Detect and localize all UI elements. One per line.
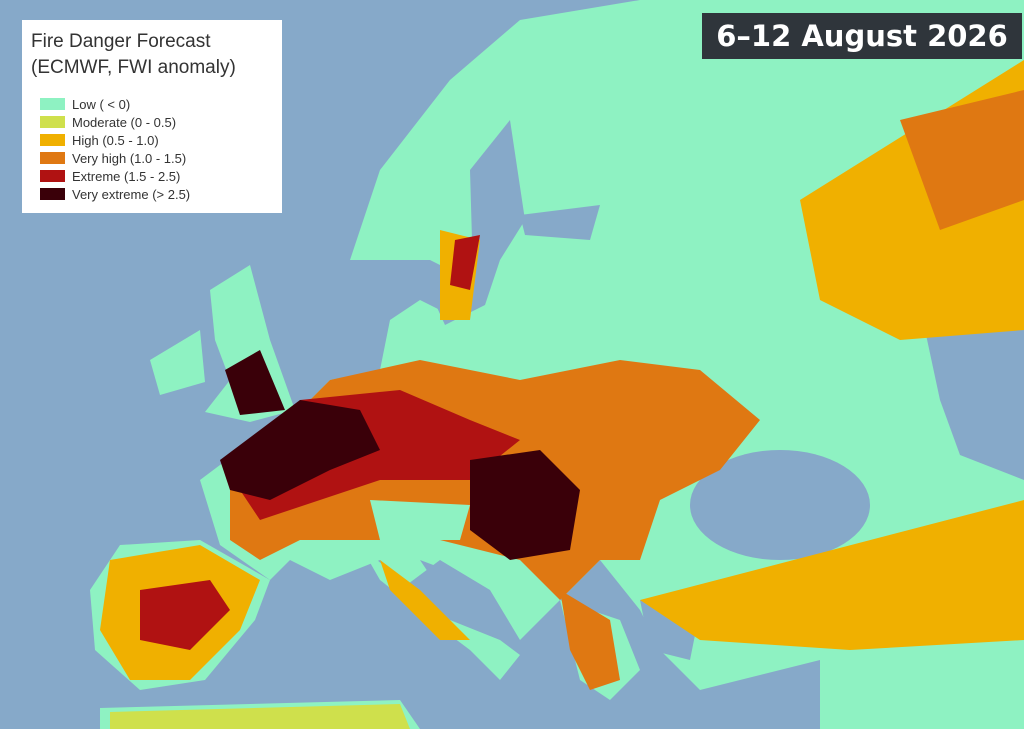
date-badge: 6–12 August 2026 xyxy=(702,13,1022,59)
legend: Fire Danger Forecast (ECMWF, FWI anomaly)… xyxy=(22,20,282,213)
legend-swatch xyxy=(40,188,65,200)
danger-areas xyxy=(100,60,1024,729)
legend-item: Very extreme (> 2.5) xyxy=(40,185,190,203)
legend-swatch xyxy=(40,152,65,164)
legend-item: Extreme (1.5 - 2.5) xyxy=(40,167,190,185)
legend-label: Extreme (1.5 - 2.5) xyxy=(72,168,181,184)
subtitle: (ECMWF, FWI anomaly) xyxy=(31,57,236,78)
legend-item: Low ( < 0) xyxy=(40,95,190,113)
legend-swatch xyxy=(40,98,65,110)
legend-label: Very extreme (> 2.5) xyxy=(72,186,191,202)
legend-item: Moderate (0 - 0.5) xyxy=(40,113,190,131)
legend-label: Moderate (0 - 0.5) xyxy=(72,114,177,130)
legend-swatch xyxy=(40,170,65,182)
legend-label: Low ( < 0) xyxy=(72,96,131,112)
legend-label: Very high (1.0 - 1.5) xyxy=(72,150,187,166)
legend-items: Low ( < 0) Moderate (0 - 0.5) High (0.5 - … xyxy=(40,95,190,203)
legend-title: Fire Danger Forecast (ECMWF, FWI anomaly) xyxy=(31,29,236,81)
legend-label: High (0.5 - 1.0) xyxy=(72,132,159,148)
legend-item: High (0.5 - 1.0) xyxy=(40,131,190,149)
legend-item: Very high (1.0 - 1.5) xyxy=(40,149,190,167)
legend-swatch xyxy=(40,134,65,146)
title: Fire Danger Forecast xyxy=(31,31,211,52)
legend-swatch xyxy=(40,116,65,128)
